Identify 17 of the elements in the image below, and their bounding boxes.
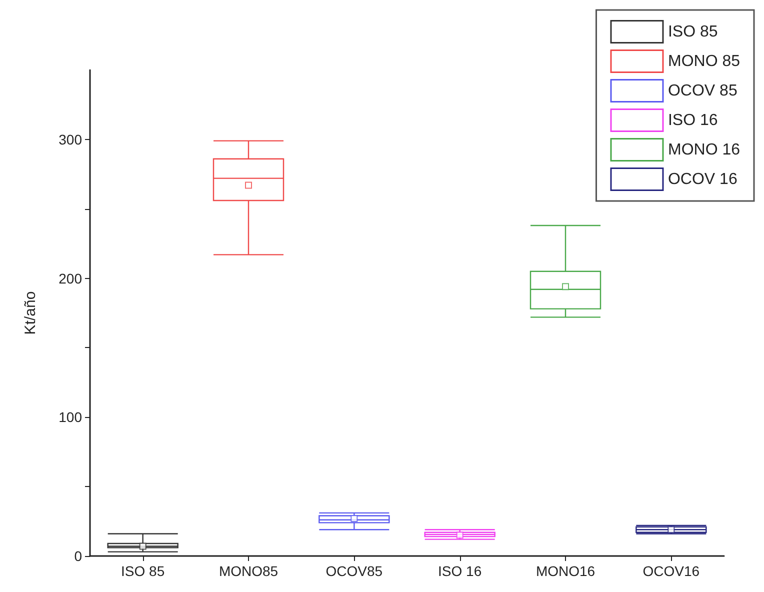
legend-label: ISO 16 (668, 112, 718, 129)
x-tick-label: OCOV85 (326, 563, 383, 579)
legend-label: MONO 16 (668, 141, 740, 158)
legend-label: ISO 85 (668, 23, 718, 40)
y-tick-label: 200 (58, 270, 82, 286)
legend-label: OCOV 16 (668, 170, 738, 188)
x-tick-label: ISO 85 (121, 563, 165, 579)
y-tick-label: 0 (74, 548, 82, 564)
x-tick-label: MONO85 (218, 563, 278, 579)
x-tick-label: ISO 16 (438, 563, 482, 579)
y-axis-title: Kt/año (22, 291, 39, 335)
x-tick-label: MONO16 (536, 563, 596, 579)
legend-label: MONO 85 (668, 52, 740, 70)
x-tick-label: OCOV16 (642, 563, 700, 579)
legend-label: OCOV 85 (668, 82, 738, 100)
y-tick-label: 100 (58, 409, 82, 426)
y-tick-label: 300 (58, 131, 82, 148)
